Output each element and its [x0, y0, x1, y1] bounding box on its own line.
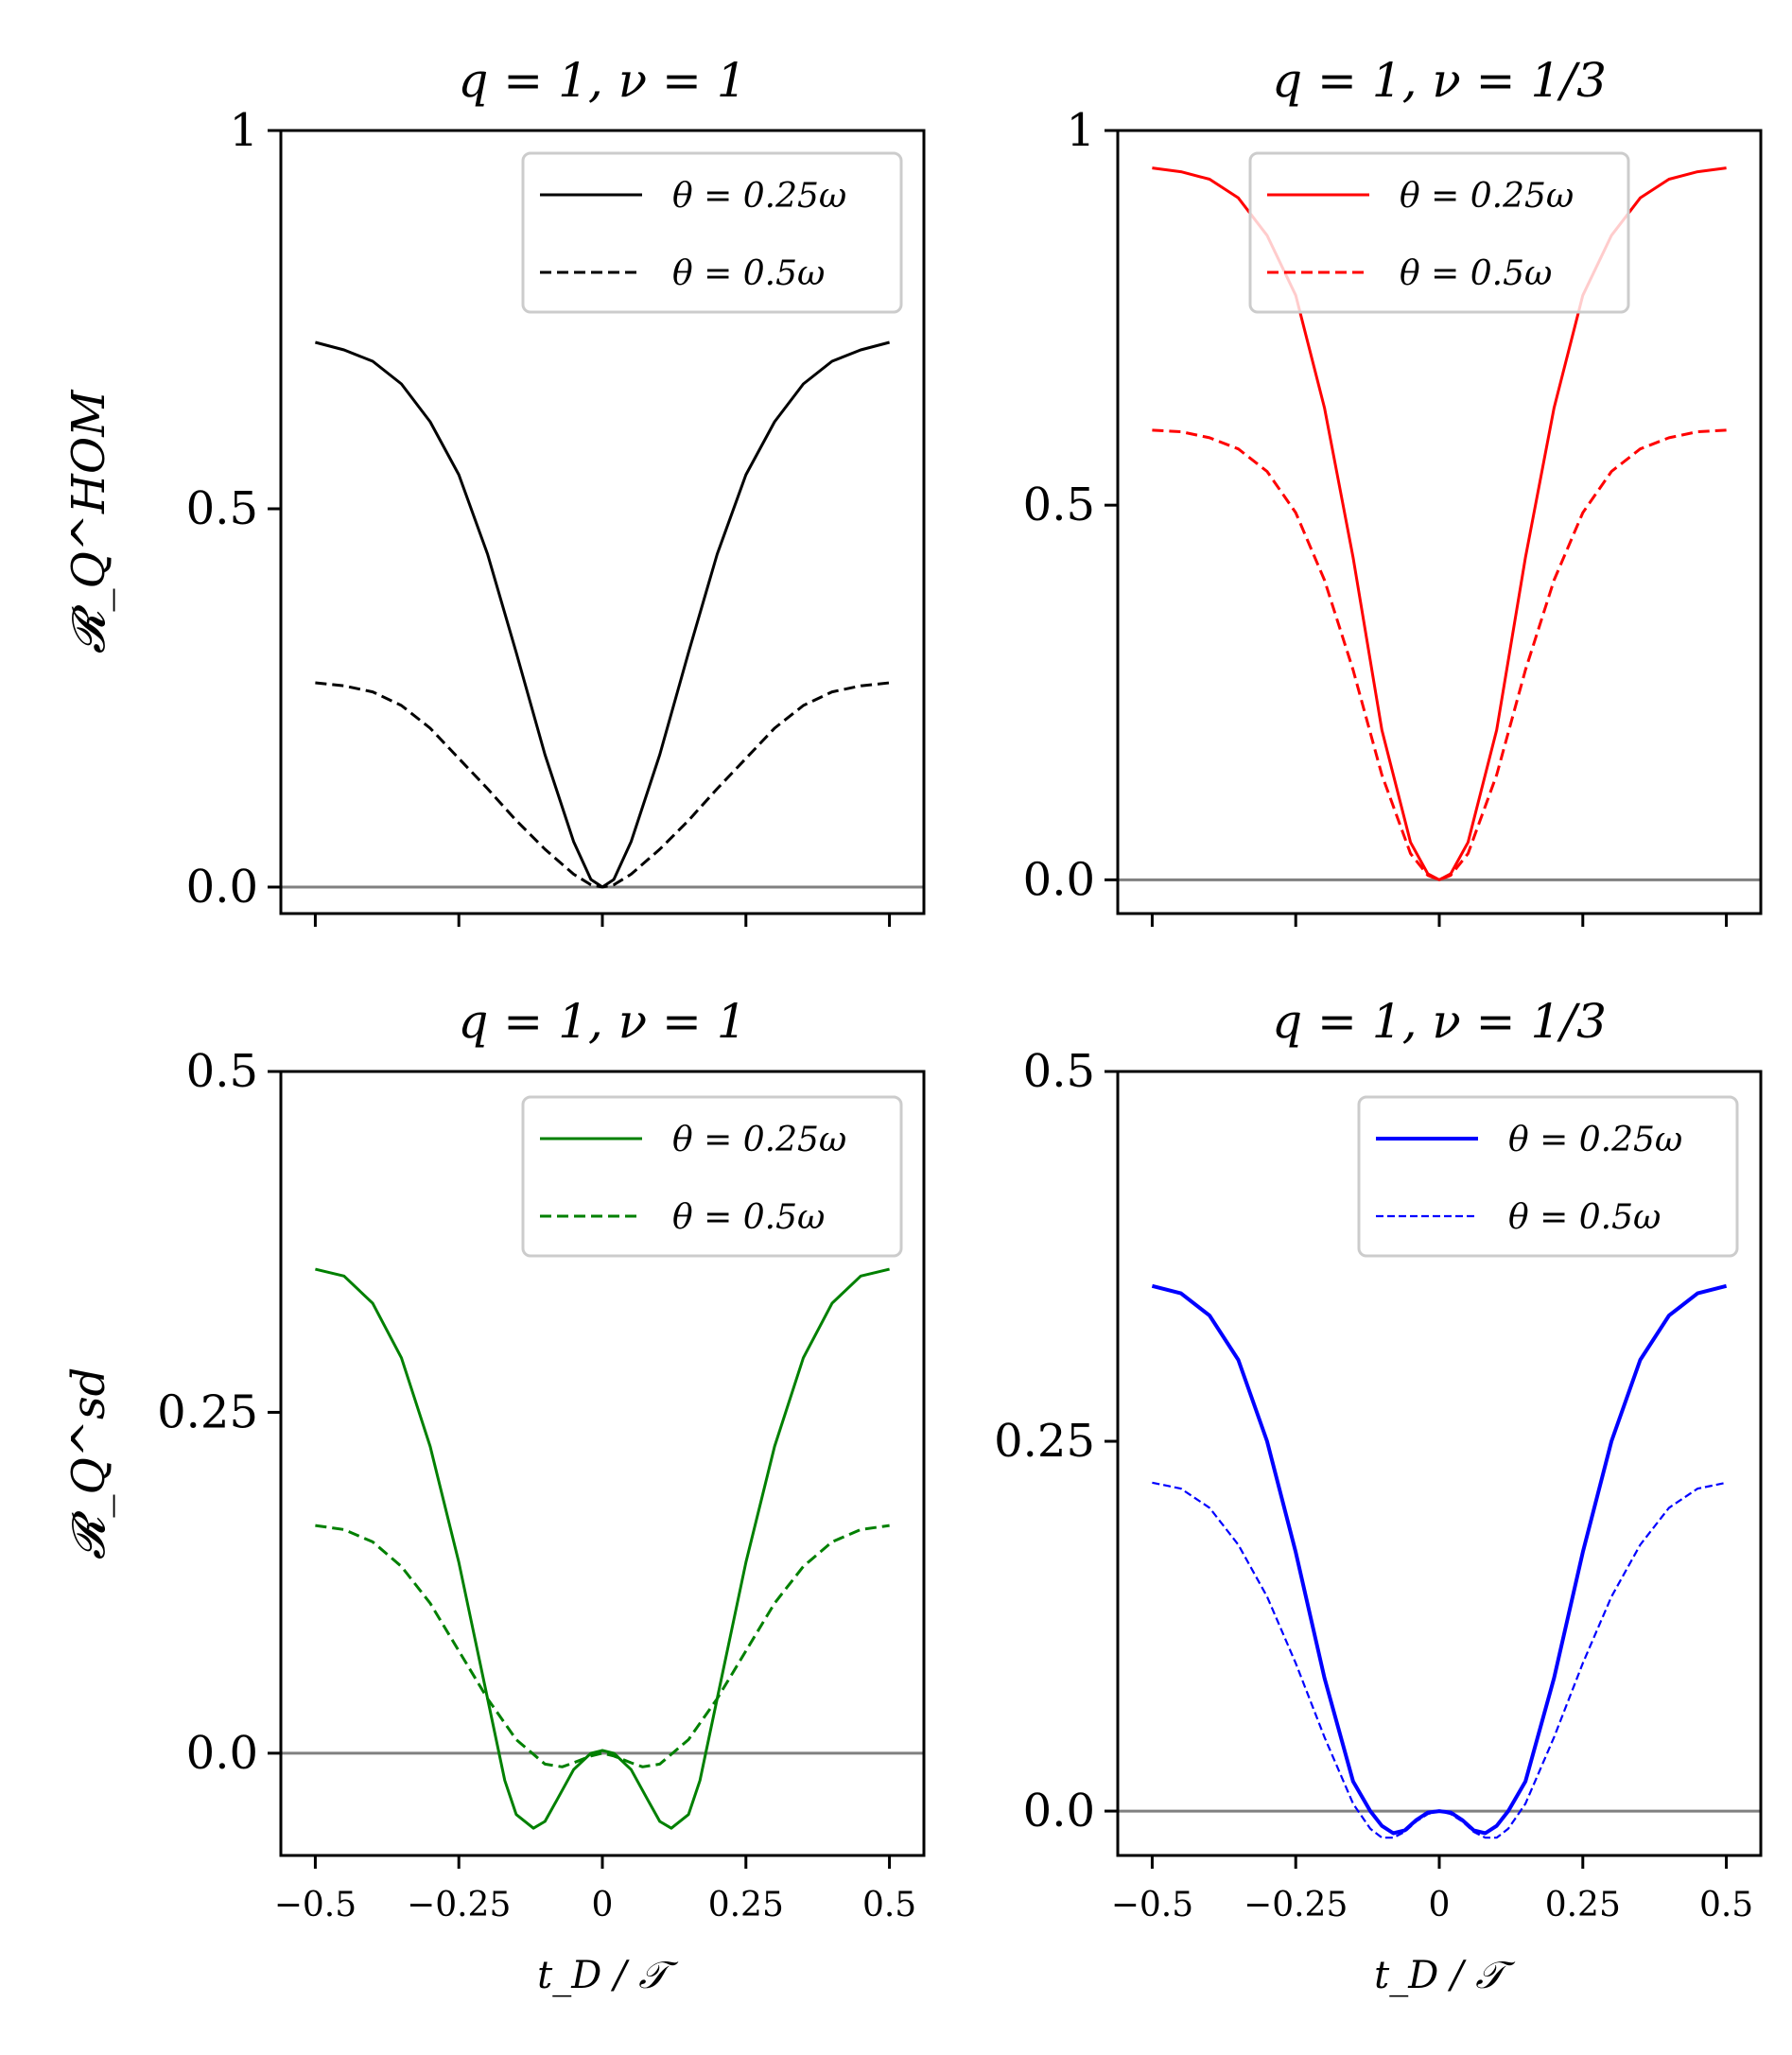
x-tick-label: 0 — [1429, 1886, 1451, 1924]
legend-label: θ = 0.25ω — [1400, 177, 1574, 216]
legend: θ = 0.25ω θ = 0.5ω — [521, 1095, 903, 1258]
x-tick-label: −0.5 — [274, 1886, 357, 1924]
panel-title: q = 1, ν = 1/3 — [1272, 994, 1607, 1049]
y-tick-label: 0.25 — [994, 1415, 1095, 1468]
y-tick-label: 0.25 — [157, 1385, 258, 1438]
series-line-theta-0-5 — [315, 681, 890, 889]
series-line-theta-0-5 — [315, 1524, 890, 1768]
legend-label: θ = 0.5ω — [1400, 254, 1552, 293]
y-tick-label: 0.0 — [186, 1727, 258, 1780]
panel-bottom-right: 0.0 0.25 0.5 −0.5 −0.25 0 0.25 0.5 q = 1, ν = 1/… — [994, 994, 1763, 1997]
y-tick-label: 1 — [1066, 104, 1095, 157]
x-tick-label: −0.25 — [1244, 1886, 1348, 1924]
y-axis-label: 𝓡_Q^sd — [62, 1367, 115, 1560]
x-tick-label: 0.5 — [862, 1886, 916, 1924]
x-tick-label: 0.25 — [708, 1886, 784, 1924]
legend-label: θ = 0.5ω — [672, 1198, 825, 1237]
legend-label: θ = 0.5ω — [672, 254, 825, 293]
x-tick-label: −0.25 — [407, 1886, 511, 1924]
y-tick-label: 0.5 — [1023, 479, 1095, 531]
panel-top-right: 0.0 0.5 1 q = 1, ν = 1/3 θ = 0.25ω θ = 0.5ω — [1023, 53, 1763, 927]
y-tick-label: 0.5 — [186, 1045, 258, 1098]
legend: θ = 0.25ω θ = 0.5ω — [1357, 1095, 1739, 1258]
series-line-theta-0-5 — [1152, 428, 1727, 881]
x-axis-label: t_D / 𝒯 — [1374, 1954, 1516, 1997]
x-tick-label: 0.25 — [1545, 1886, 1621, 1924]
series-line-theta-0-25 — [315, 340, 890, 889]
x-tick-label: 0.5 — [1699, 1886, 1753, 1924]
x-tick-label: 0 — [592, 1886, 614, 1924]
series-line-theta-0-5 — [1152, 1481, 1727, 1839]
y-axis-label: 𝓡_Q^HOM — [62, 389, 115, 654]
x-tick-label: −0.5 — [1111, 1886, 1193, 1924]
y-tick-label: 1 — [229, 104, 258, 157]
legend: θ = 0.25ω θ = 0.5ω — [521, 151, 903, 314]
y-tick-label: 0.0 — [1023, 1785, 1095, 1837]
panel-title: q = 1, ν = 1 — [458, 53, 746, 108]
y-tick-label: 0.0 — [1023, 853, 1095, 906]
legend-label: θ = 0.25ω — [672, 177, 846, 216]
legend-label: θ = 0.5ω — [1508, 1198, 1661, 1237]
series-line-theta-0-25 — [1151, 1283, 1728, 1836]
legend: θ = 0.25ω θ = 0.5ω — [1248, 151, 1630, 314]
series-line-theta-0-25 — [315, 1267, 890, 1830]
panel-bottom-left: 0.0 0.25 0.5 −0.5 −0.25 0 0.25 0.5 q = 1, ν = 1 𝓡… — [62, 994, 926, 1997]
x-axis-label: t_D / 𝒯 — [537, 1954, 679, 1997]
panel-title: q = 1, ν = 1 — [458, 994, 746, 1049]
y-tick-label: 0.0 — [186, 861, 258, 914]
legend-label: θ = 0.25ω — [1508, 1121, 1682, 1159]
legend-label: θ = 0.25ω — [672, 1121, 846, 1159]
y-tick-label: 0.5 — [186, 482, 258, 535]
y-tick-label: 0.5 — [1023, 1045, 1095, 1098]
panel-title: q = 1, ν = 1/3 — [1272, 53, 1607, 108]
